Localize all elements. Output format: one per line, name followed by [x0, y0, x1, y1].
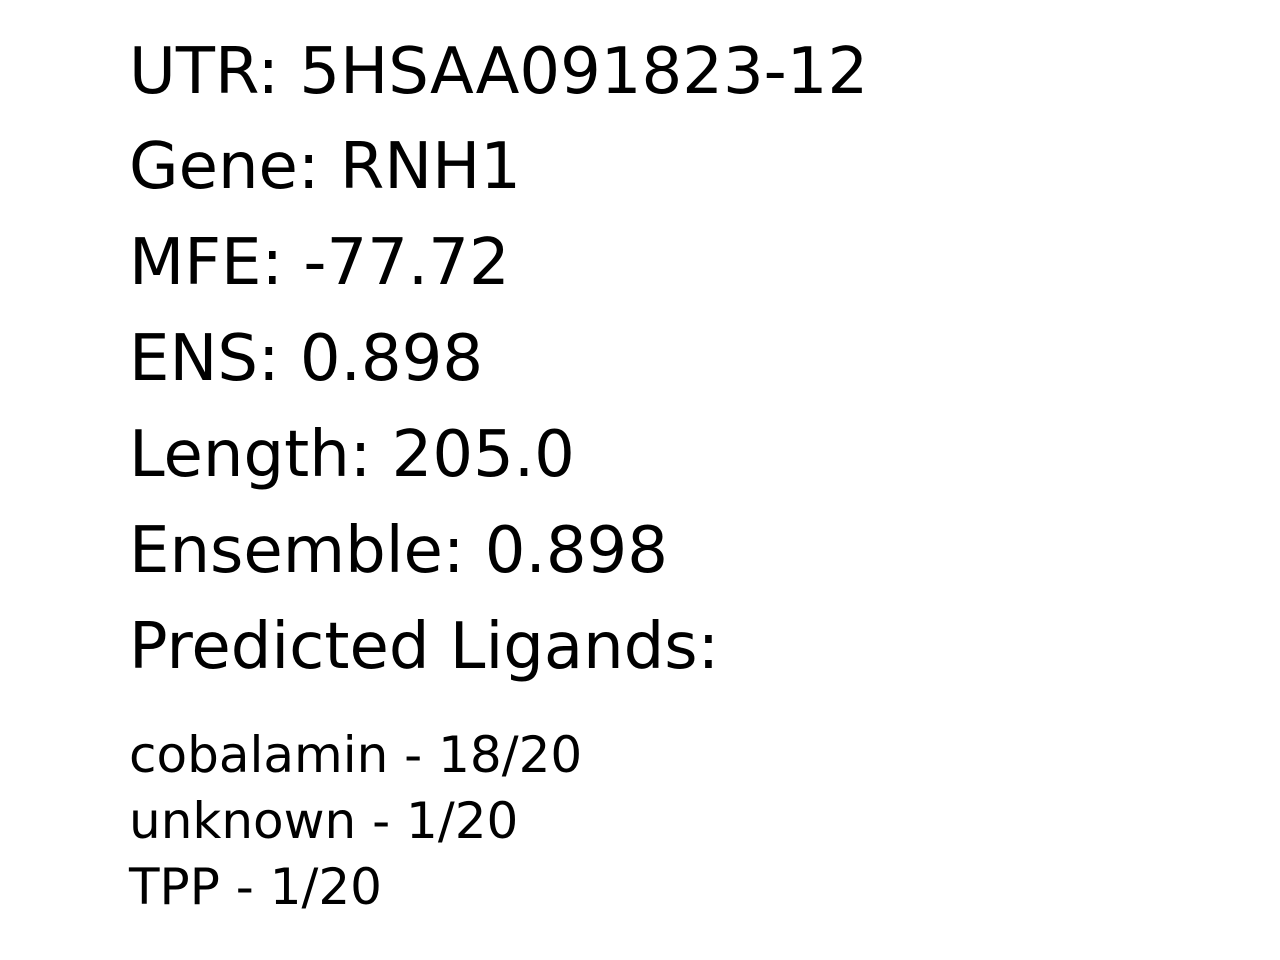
- ens-value: 0.898: [299, 322, 484, 396]
- gene-line: Gene: RNH1: [129, 130, 521, 204]
- list-item: unknown - 1/20: [129, 792, 519, 850]
- length-value: 205.0: [391, 418, 575, 492]
- ligand-name: unknown: [129, 792, 357, 850]
- ligand-score: 1/20: [406, 792, 519, 850]
- length-line: Length: 205.0: [129, 418, 575, 492]
- utr-info-card: UTR: 5HSAA091823-12 Gene: RNH1 MFE: -77.…: [129, 0, 1229, 960]
- gene-value: RNH1: [339, 130, 521, 204]
- ens-label: ENS: [129, 322, 258, 396]
- ligand-list: cobalamin - 18/20 unknown - 1/20 TPP - 1…: [129, 722, 582, 920]
- mfe-value: -77.72: [303, 226, 510, 300]
- list-item: cobalamin - 18/20: [129, 726, 583, 784]
- ligand-name: cobalamin: [129, 726, 389, 784]
- ens-line: ENS: 0.898: [129, 322, 484, 396]
- ligand-score: 1/20: [269, 858, 382, 916]
- ensemble-value: 0.898: [484, 514, 668, 588]
- ensemble-label: Ensemble: [129, 514, 443, 588]
- ligand-score: 18/20: [438, 726, 583, 784]
- mfe-label: MFE: [129, 226, 262, 300]
- utr-line: UTR: 5HSAA091823-12: [129, 35, 869, 109]
- utr-label: UTR: [129, 35, 258, 109]
- ligand-name: TPP: [129, 858, 220, 916]
- ensemble-line: Ensemble: 0.898: [129, 514, 668, 588]
- predicted-ligands-heading: Predicted Ligands:: [129, 610, 720, 684]
- utr-value: 5HSAA091823-12: [299, 35, 869, 109]
- mfe-line: MFE: -77.72: [129, 226, 510, 300]
- list-item: TPP - 1/20: [129, 858, 382, 916]
- length-label: Length: [129, 418, 350, 492]
- gene-label: Gene: [129, 130, 298, 204]
